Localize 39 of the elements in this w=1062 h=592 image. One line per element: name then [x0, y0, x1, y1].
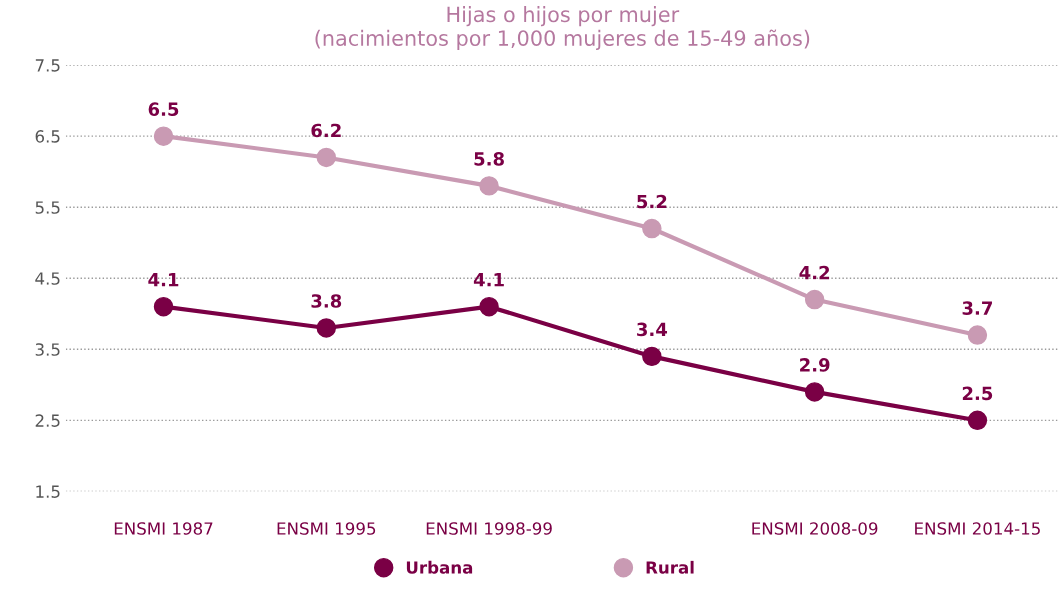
point: [642, 346, 662, 367]
x-tick-label: ENSMI 1995: [277, 522, 376, 535]
point: [153, 296, 174, 317]
data-label: 6.5: [148, 102, 179, 116]
y-tick-label: 6.5: [35, 130, 60, 143]
data-label: 3.8: [311, 294, 342, 308]
x-tick-label: ENSMI 2008-09: [752, 522, 878, 535]
y-tick-label: 5.5: [35, 201, 60, 214]
data-label: 3.7: [962, 301, 992, 315]
y-tick-label: 2.5: [35, 414, 60, 427]
y-tick-label: 1.5: [36, 485, 60, 498]
point: [967, 410, 988, 431]
point: [316, 318, 337, 338]
data-label: 2.5: [962, 386, 993, 401]
data-label: 5.2: [637, 194, 667, 209]
legend-label: Rural: [646, 560, 694, 574]
legend-label: Urbana: [406, 560, 473, 574]
data-label: 4.1: [148, 273, 179, 287]
point: [804, 382, 825, 402]
x-tick-label: ENSMI 1998-99: [426, 522, 552, 535]
data-label: 4.2: [799, 265, 830, 280]
point: [967, 325, 988, 345]
y-tick-label: 7.5: [35, 59, 60, 72]
data-label: 3.4: [637, 322, 668, 337]
y-tick-label: 3.5: [35, 343, 60, 356]
point: [642, 218, 662, 239]
data-label: 5.8: [474, 152, 504, 166]
x-tick-label: ENSMI 2014-15: [915, 522, 1040, 535]
data-label: 6.2: [311, 123, 341, 138]
x-tick-label: ENSMI 1987: [114, 522, 213, 535]
chart-title: Hijas o hijos por mujer (nacimientos por 1,000 mujeres de 15-49 años): [315, 6, 810, 51]
data-label: 2.9: [800, 358, 830, 372]
point: [479, 296, 499, 317]
point: [316, 147, 337, 168]
point: [479, 176, 499, 196]
y-tick-label: 4.5: [35, 272, 60, 285]
data-label: 4.1: [473, 273, 504, 287]
point: [804, 289, 825, 310]
point: [153, 126, 174, 146]
